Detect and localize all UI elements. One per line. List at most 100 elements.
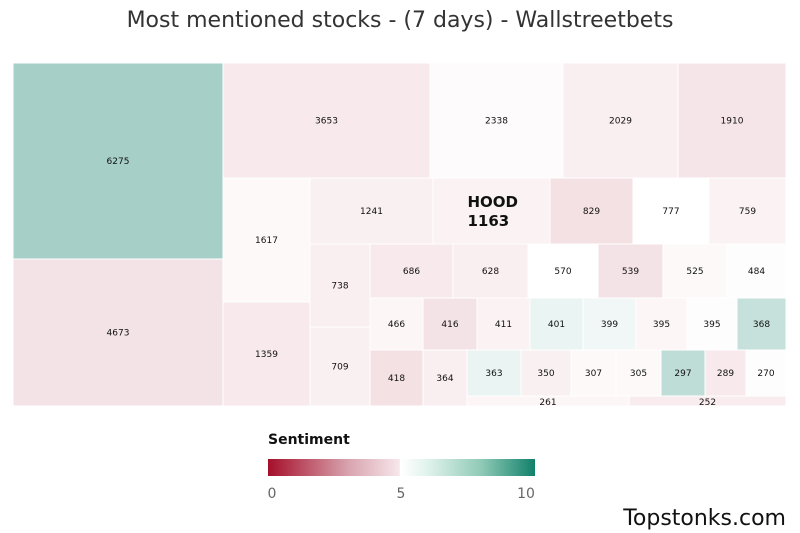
treemap-cell: 570 xyxy=(527,243,599,299)
treemap-cell: 297 xyxy=(660,349,706,397)
treemap-cell: 6275 xyxy=(12,62,224,260)
treemap-cell-rect xyxy=(476,297,531,351)
treemap-cell: 777 xyxy=(632,177,710,245)
treemap-cell-rect xyxy=(309,326,371,407)
treemap-cell-value: 466 xyxy=(388,320,405,330)
treemap-cell-rect xyxy=(452,243,529,299)
treemap-cell: 395 xyxy=(635,297,688,351)
treemap-cell: 709 xyxy=(309,326,371,407)
treemap-cell-rect xyxy=(309,177,434,245)
treemap-cell-rect xyxy=(222,62,431,179)
treemap-cell-value: 395 xyxy=(703,320,720,330)
treemap-cell: 738 xyxy=(309,243,371,328)
treemap-cell-rect xyxy=(466,349,522,397)
treemap-cell-rect xyxy=(12,258,224,407)
treemap-cell-ticker: HOOD xyxy=(468,193,519,211)
treemap-cell-rect xyxy=(369,349,424,407)
treemap-cell: 252 xyxy=(628,395,787,408)
treemap-cell: 829 xyxy=(549,177,634,245)
treemap-cell: 686 xyxy=(369,243,454,299)
treemap-cell-rect xyxy=(582,297,637,351)
brand-watermark: Topstonks.com xyxy=(623,506,786,531)
treemap-cell-value: 1359 xyxy=(255,350,278,360)
treemap-cell: 466 xyxy=(369,297,424,351)
treemap-cell-value: 297 xyxy=(674,369,691,379)
treemap-cell-value: 829 xyxy=(583,207,600,217)
treemap-cell-value: 416 xyxy=(441,320,458,330)
treemap-cell-rect xyxy=(708,177,787,245)
treemap-cell-value: 411 xyxy=(495,320,512,330)
legend-tick-label-mid: 5 xyxy=(396,486,406,502)
treemap-cell-value: 1163 xyxy=(468,212,510,230)
treemap-cell-value: 307 xyxy=(585,369,602,379)
treemap-cell: 2029 xyxy=(562,62,679,179)
treemap-cell: 759 xyxy=(708,177,787,245)
treemap-cell-value: 418 xyxy=(388,374,405,384)
treemap-cell-rect xyxy=(432,177,551,245)
treemap-cell-value: 350 xyxy=(537,369,554,379)
treemap-cell-rect xyxy=(662,243,728,299)
treemap-cell: 1910 xyxy=(677,62,787,179)
treemap-cell: 416 xyxy=(422,297,478,351)
treemap-cell-value: 401 xyxy=(548,320,565,330)
treemap-cell-rect xyxy=(12,62,224,260)
treemap-cell-rect xyxy=(309,243,371,328)
treemap-cell: 307 xyxy=(570,349,617,397)
treemap-cell: 628 xyxy=(452,243,529,299)
treemap-cell: 350 xyxy=(520,349,572,397)
treemap-cell-value: 777 xyxy=(662,207,679,217)
sentiment-color-scale xyxy=(268,459,535,476)
treemap-cell-value: 252 xyxy=(699,398,716,408)
treemap-cell: 289 xyxy=(704,349,747,397)
treemap-cell-rect xyxy=(422,349,468,407)
treemap-cell-rect xyxy=(726,243,787,299)
treemap-cell: 261 xyxy=(466,395,630,408)
treemap-cell: 525 xyxy=(662,243,728,299)
treemap-cell-value: 305 xyxy=(630,369,647,379)
treemap-cell-value: 364 xyxy=(436,374,453,384)
treemap-cell-rect xyxy=(529,297,584,351)
treemap-cell: 363 xyxy=(466,349,522,397)
treemap-cell: 2338 xyxy=(429,62,564,179)
treemap-cell: 399 xyxy=(582,297,637,351)
chart-title: Most mentioned stocks - (7 days) - Walls… xyxy=(126,8,674,33)
treemap-cell-value: 270 xyxy=(757,369,774,379)
treemap-cell-value: 570 xyxy=(554,267,571,277)
treemap-cell-rect xyxy=(422,297,478,351)
treemap-cell-value: 628 xyxy=(482,267,499,277)
treemap-cell-rect xyxy=(736,297,787,351)
treemap-cell: 270 xyxy=(745,349,787,397)
treemap-cell: 368 xyxy=(736,297,787,351)
treemap-cell-value: 368 xyxy=(753,320,770,330)
treemap-cell-value: 709 xyxy=(331,363,348,373)
treemap-cell-rect xyxy=(628,395,787,407)
treemap-cell-value: 738 xyxy=(331,282,348,292)
treemap-cell-value: 1910 xyxy=(721,117,744,127)
treemap-cell-value: 399 xyxy=(601,320,618,330)
treemap-cell-value: 289 xyxy=(717,369,734,379)
treemap-cell-value: 2029 xyxy=(609,117,632,127)
treemap-cell: 3653 xyxy=(222,62,431,179)
treemap-cell: 418 xyxy=(369,349,424,407)
treemap-cell: 305 xyxy=(615,349,662,397)
treemap-cell-rect xyxy=(597,243,664,299)
treemap-cell-value: 539 xyxy=(622,267,639,277)
treemap-cell: 1241 xyxy=(309,177,434,245)
treemap-cell-value: 2338 xyxy=(485,117,508,127)
treemap-cell-rect xyxy=(369,297,424,351)
treemap-cell-value: 6275 xyxy=(107,157,130,167)
treemap-cell-rect xyxy=(527,243,599,299)
treemap-cell-value: 3653 xyxy=(315,117,338,127)
legend-tick-label-min: 0 xyxy=(267,486,277,502)
treemap-cell-value: 759 xyxy=(739,207,756,217)
treemap-cell: 411 xyxy=(476,297,531,351)
treemap-cell-rect xyxy=(429,62,564,179)
treemap-cell-rect xyxy=(222,177,311,303)
treemap-cell-value: 395 xyxy=(653,320,670,330)
treemap-cell-value: 1617 xyxy=(255,236,278,246)
treemap-cell-value: 363 xyxy=(485,369,502,379)
treemap-cell: 539 xyxy=(597,243,664,299)
legend-mid-tick xyxy=(400,458,401,477)
